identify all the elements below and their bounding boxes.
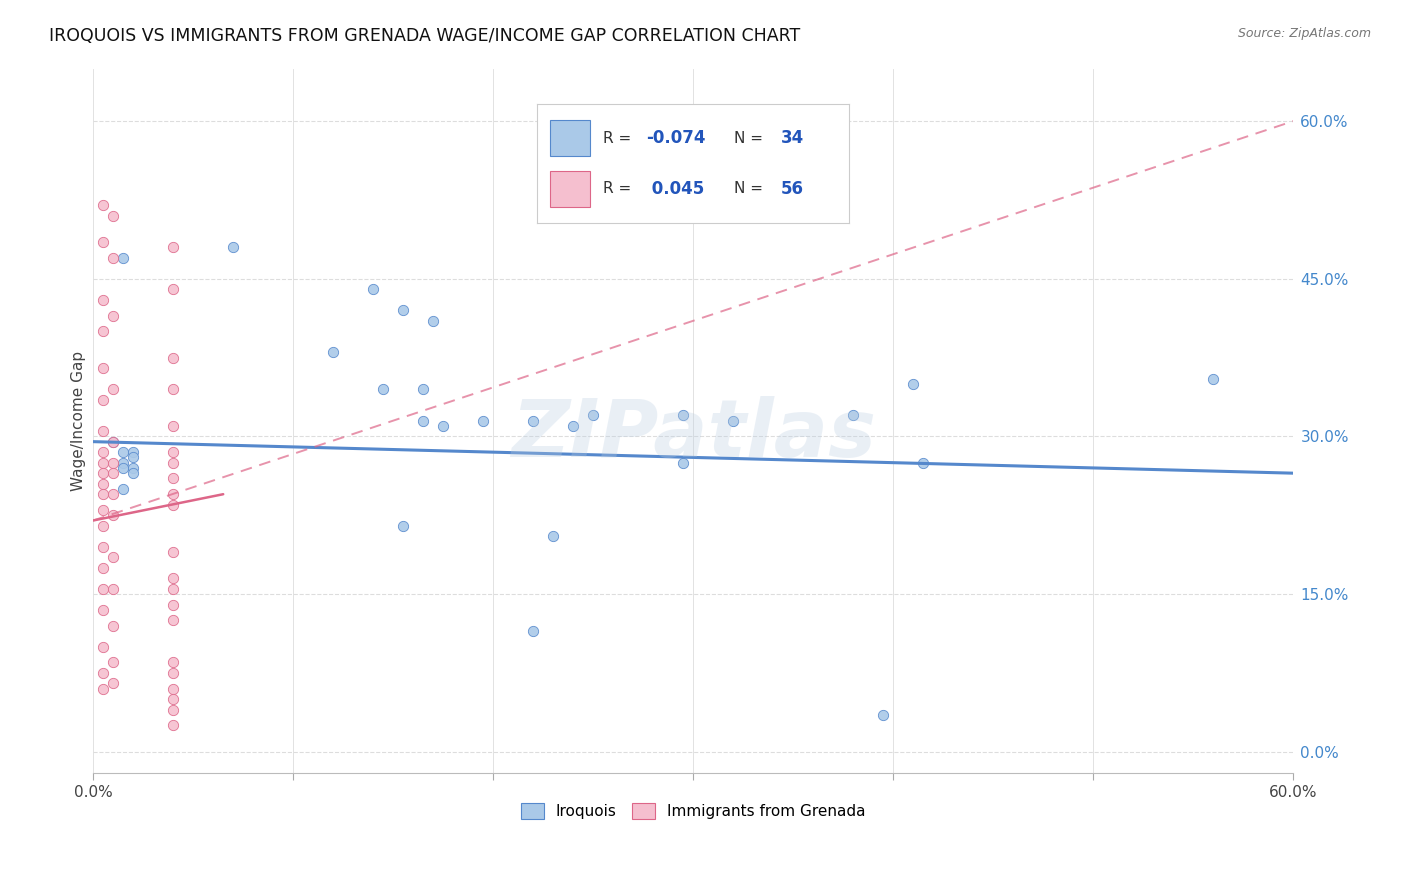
Point bbox=[392, 518, 415, 533]
Point bbox=[872, 707, 894, 722]
Point bbox=[91, 392, 114, 407]
Point bbox=[1202, 371, 1225, 385]
Text: ZIPatlas: ZIPatlas bbox=[510, 396, 876, 474]
Point bbox=[912, 456, 935, 470]
Point bbox=[903, 376, 925, 391]
Point bbox=[162, 598, 184, 612]
Point bbox=[91, 456, 114, 470]
Point bbox=[91, 235, 114, 249]
Point bbox=[162, 282, 184, 296]
Point bbox=[91, 293, 114, 307]
Text: IROQUOIS VS IMMIGRANTS FROM GRENADA WAGE/INCOME GAP CORRELATION CHART: IROQUOIS VS IMMIGRANTS FROM GRENADA WAGE… bbox=[49, 27, 800, 45]
Point bbox=[91, 561, 114, 575]
Point bbox=[103, 456, 125, 470]
Point bbox=[422, 314, 444, 328]
Text: Source: ZipAtlas.com: Source: ZipAtlas.com bbox=[1237, 27, 1371, 40]
Point bbox=[91, 518, 114, 533]
Point bbox=[91, 424, 114, 438]
Y-axis label: Wage/Income Gap: Wage/Income Gap bbox=[72, 351, 86, 491]
Point bbox=[91, 503, 114, 517]
Point bbox=[522, 624, 544, 638]
Point bbox=[162, 445, 184, 459]
Point bbox=[162, 692, 184, 706]
Point bbox=[103, 508, 125, 523]
Point bbox=[91, 361, 114, 376]
Point bbox=[842, 409, 865, 423]
Point bbox=[103, 582, 125, 596]
Point bbox=[162, 582, 184, 596]
Point bbox=[103, 550, 125, 565]
Point bbox=[103, 309, 125, 323]
Point bbox=[91, 540, 114, 554]
Point bbox=[672, 409, 695, 423]
Point bbox=[162, 487, 184, 501]
Point bbox=[122, 466, 145, 480]
Point bbox=[103, 676, 125, 690]
Point bbox=[91, 324, 114, 338]
Point bbox=[112, 461, 135, 475]
Point bbox=[162, 703, 184, 717]
Point bbox=[373, 382, 395, 396]
Point bbox=[162, 351, 184, 365]
Point bbox=[541, 529, 564, 543]
Point bbox=[103, 466, 125, 480]
Point bbox=[522, 414, 544, 428]
Point bbox=[91, 487, 114, 501]
Point bbox=[412, 414, 434, 428]
Point bbox=[162, 613, 184, 627]
Point bbox=[361, 282, 384, 296]
Point bbox=[122, 445, 145, 459]
Point bbox=[162, 382, 184, 396]
Point bbox=[103, 251, 125, 265]
Point bbox=[412, 382, 434, 396]
Point bbox=[582, 409, 605, 423]
Point bbox=[91, 466, 114, 480]
Point bbox=[91, 582, 114, 596]
Point bbox=[103, 209, 125, 223]
Point bbox=[222, 240, 245, 254]
Point bbox=[103, 656, 125, 670]
Point bbox=[91, 198, 114, 212]
Point bbox=[91, 476, 114, 491]
Point bbox=[112, 456, 135, 470]
Point bbox=[472, 414, 495, 428]
Point bbox=[103, 487, 125, 501]
Point bbox=[112, 445, 135, 459]
Point bbox=[112, 251, 135, 265]
Point bbox=[91, 603, 114, 617]
Point bbox=[162, 456, 184, 470]
Point bbox=[103, 382, 125, 396]
Point bbox=[91, 681, 114, 696]
Point bbox=[162, 240, 184, 254]
Point bbox=[162, 571, 184, 585]
Point bbox=[162, 471, 184, 485]
Point bbox=[672, 456, 695, 470]
Point bbox=[562, 418, 585, 433]
Point bbox=[162, 498, 184, 512]
Point bbox=[162, 681, 184, 696]
Legend: Iroquois, Immigrants from Grenada: Iroquois, Immigrants from Grenada bbox=[515, 797, 872, 825]
Point bbox=[162, 545, 184, 559]
Point bbox=[122, 450, 145, 465]
Point bbox=[162, 656, 184, 670]
Point bbox=[432, 418, 454, 433]
Point bbox=[392, 303, 415, 318]
Point bbox=[91, 445, 114, 459]
Point bbox=[162, 418, 184, 433]
Point bbox=[91, 665, 114, 680]
Point bbox=[122, 461, 145, 475]
Point bbox=[322, 345, 344, 359]
Point bbox=[723, 414, 745, 428]
Point bbox=[103, 434, 125, 449]
Point bbox=[162, 718, 184, 732]
Point bbox=[103, 434, 125, 449]
Point bbox=[91, 640, 114, 654]
Point bbox=[112, 482, 135, 496]
Point bbox=[162, 665, 184, 680]
Point bbox=[103, 618, 125, 632]
